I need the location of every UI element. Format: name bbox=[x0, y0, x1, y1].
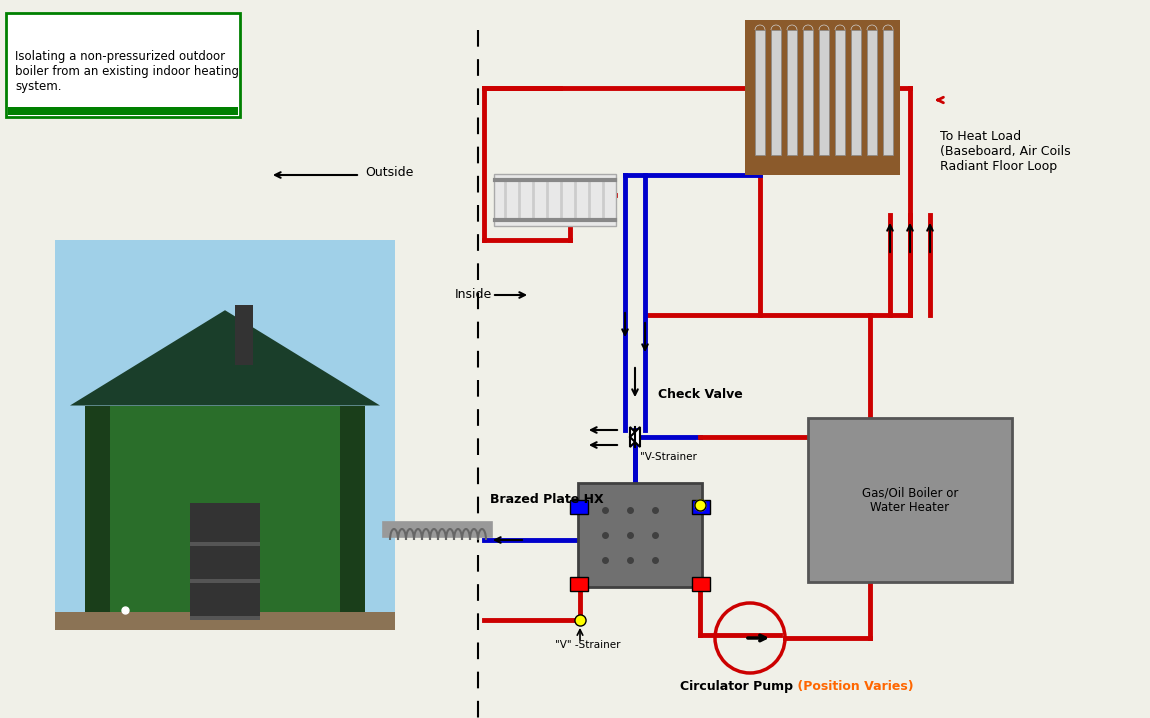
Bar bbox=[8, 107, 238, 115]
FancyBboxPatch shape bbox=[808, 418, 1012, 582]
Text: Check Valve: Check Valve bbox=[658, 388, 743, 401]
Text: "V-Strainer: "V-Strainer bbox=[641, 452, 697, 462]
Bar bbox=[190, 542, 260, 546]
Text: Circulator Pump: Circulator Pump bbox=[680, 680, 794, 693]
FancyBboxPatch shape bbox=[494, 174, 616, 226]
Bar bbox=[835, 30, 845, 155]
Text: Brazed Plate HX: Brazed Plate HX bbox=[490, 493, 604, 506]
Text: Isolating a non-pressurized outdoor
boiler from an existing indoor heating
syste: Isolating a non-pressurized outdoor boil… bbox=[15, 50, 239, 93]
Bar bbox=[756, 30, 765, 155]
FancyBboxPatch shape bbox=[6, 13, 240, 117]
Text: "V" -Strainer: "V" -Strainer bbox=[555, 640, 621, 650]
Bar bbox=[692, 500, 710, 514]
Bar bbox=[570, 500, 588, 514]
Bar bbox=[190, 616, 260, 620]
Polygon shape bbox=[70, 310, 380, 406]
Bar bbox=[851, 30, 861, 155]
Polygon shape bbox=[630, 427, 641, 447]
Bar bbox=[692, 577, 710, 591]
Bar bbox=[570, 577, 588, 591]
Bar bbox=[190, 579, 260, 583]
Bar bbox=[770, 30, 781, 155]
Bar bbox=[235, 305, 253, 365]
FancyBboxPatch shape bbox=[578, 483, 702, 587]
Bar bbox=[55, 612, 394, 630]
Polygon shape bbox=[630, 427, 641, 447]
Bar bbox=[745, 20, 900, 175]
Bar bbox=[819, 30, 829, 155]
Bar bbox=[787, 30, 797, 155]
Bar bbox=[85, 406, 365, 620]
Text: Outside: Outside bbox=[365, 167, 413, 180]
Bar bbox=[85, 406, 110, 620]
Bar bbox=[340, 406, 365, 620]
Text: Inside: Inside bbox=[454, 289, 492, 302]
Bar bbox=[55, 240, 394, 630]
Bar bbox=[803, 30, 813, 155]
Text: To Heat Load
(Baseboard, Air Coils
Radiant Floor Loop: To Heat Load (Baseboard, Air Coils Radia… bbox=[940, 130, 1071, 173]
Bar bbox=[190, 503, 260, 620]
Bar bbox=[867, 30, 877, 155]
Bar bbox=[883, 30, 894, 155]
Text: (Position Varies): (Position Varies) bbox=[793, 680, 913, 693]
Text: Gas/Oil Boiler or
Water Heater: Gas/Oil Boiler or Water Heater bbox=[861, 486, 958, 514]
